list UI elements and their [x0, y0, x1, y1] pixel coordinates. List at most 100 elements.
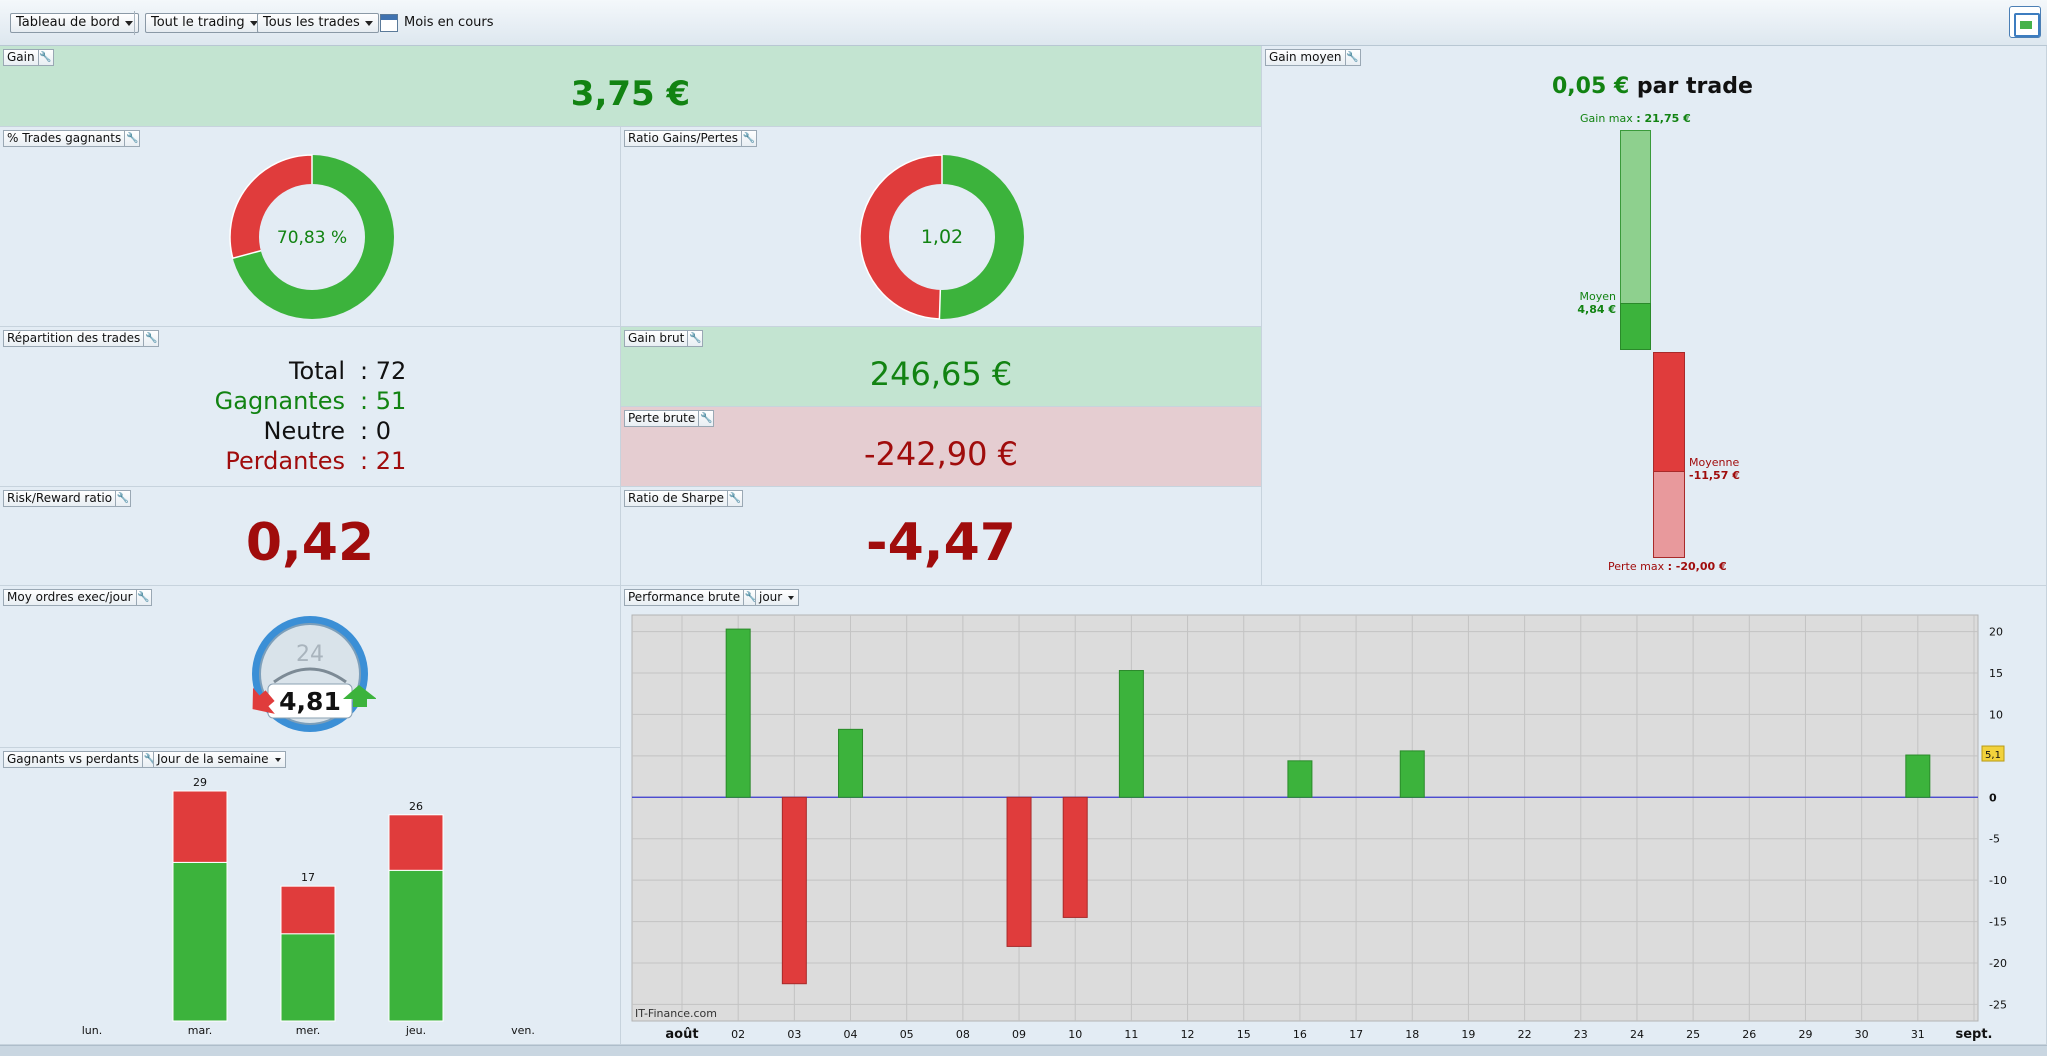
view-dropdown[interactable]: Tableau de bord [10, 13, 139, 33]
wrench-icon[interactable]: 🔧 [142, 752, 157, 767]
risk-reward-panel: Risk/Reward ratio 🔧 0,42 [0, 487, 621, 586]
scope-dropdown[interactable]: Tout le trading [145, 13, 264, 33]
day-tick-label: jeu. [405, 1024, 426, 1037]
win-bar [388, 869, 444, 1022]
total-value: : 72 [360, 357, 407, 385]
view-dropdown-label: Tableau de bord [16, 15, 120, 30]
perf-bar [725, 628, 751, 798]
gain-moyen-panel-title[interactable]: Gain moyen 🔧 [1265, 49, 1361, 66]
x-tick-label: 30 [1855, 1028, 1869, 1041]
perf-brute-chart: 20151050-5-10-15-20-25août02030405080910… [631, 614, 2007, 1042]
down-arrow-icon [252, 687, 275, 714]
x-tick-label: 25 [1686, 1028, 1700, 1041]
sharpe-panel-title[interactable]: Ratio de Sharpe 🔧 [624, 490, 743, 507]
ratio-gp-value: 1,02 [921, 226, 963, 248]
moy-ordres-panel-title[interactable]: Moy ordres exec/jour 🔧 [3, 589, 152, 606]
last-value-marker [1981, 745, 2005, 762]
repartition-panel-title[interactable]: Répartition des trades 🔧 [3, 330, 160, 347]
y-tick-label: -15 [1989, 916, 2007, 929]
perf-brute-panel-title[interactable]: Performance brute 🔧 [624, 589, 760, 606]
repartition-row-gagnantes: Gagnantes [0, 387, 345, 417]
gain-max-value: : 21,75 € [1636, 112, 1691, 125]
donut-hole [889, 184, 995, 290]
win-pct-value: 70,83 % [277, 228, 347, 248]
moyen-label: Moyen 4,84 € [1556, 290, 1616, 316]
perf-bar [1118, 670, 1144, 798]
risk-reward-panel-title[interactable]: Risk/Reward ratio 🔧 [3, 490, 132, 507]
moyenne-label: Moyenne -11,57 € [1689, 456, 1740, 482]
perte-brute-panel-title[interactable]: Perte brute 🔧 [624, 410, 715, 427]
wrench-icon[interactable]: 🔧 [698, 411, 713, 426]
x-tick-label: 18 [1405, 1028, 1419, 1041]
wrench-icon[interactable]: 🔧 [143, 331, 158, 346]
wrench-icon[interactable]: 🔧 [743, 590, 758, 605]
perf-bar [1399, 750, 1425, 798]
gain-moyen-headline: 0,05 € par trade [1552, 74, 1753, 99]
group-by-label: Jour de la semaine [157, 752, 269, 766]
gain-max-label-text: Gain max [1580, 112, 1633, 125]
loss-avg-bar [1653, 352, 1685, 472]
trades-dropdown-label: Tous les trades [263, 15, 360, 30]
ratio-gp-panel-title[interactable]: Ratio Gains/Pertes 🔧 [624, 130, 757, 147]
perte-max-label-text: Perte max [1608, 560, 1665, 573]
risk-reward-value: 0,42 [245, 513, 375, 573]
y-tick-label: 15 [1989, 667, 2003, 680]
day-tick-label: ven. [511, 1024, 535, 1037]
loss-bar [280, 885, 336, 935]
plot-area [631, 614, 1979, 1022]
gain-moyen-title-label: Gain moyen [1269, 50, 1342, 64]
wrench-icon[interactable]: 🔧 [740, 131, 756, 146]
moy-ordres-panel: Moy ordres exec/jour 🔧 24 4,81 [0, 586, 621, 748]
dashboard-config-icon[interactable] [2009, 6, 2041, 38]
wrench-icon[interactable]: 🔧 [687, 331, 702, 346]
status-bar [0, 1045, 2047, 1056]
win-pct-title-label: % Trades gagnants [7, 131, 122, 145]
toolbar: Tableau de bord Tout le trading Tous les… [0, 0, 2047, 46]
clock-hand-icon [273, 667, 347, 684]
trades-dropdown[interactable]: Tous les trades [257, 13, 379, 33]
gagnants-perdants-panel: Gagnants vs perdants 🔧 Jour de la semaine… [0, 748, 621, 1045]
perdantes-value: : 21 [360, 447, 407, 475]
win-bar [172, 861, 228, 1022]
gain-brut-panel-title[interactable]: Gain brut 🔧 [624, 330, 704, 347]
clock-gauge: 24 4,81 [252, 616, 376, 732]
gain-moyen-value: 0,05 € [1552, 74, 1630, 99]
wrench-icon[interactable]: 🔧 [135, 590, 150, 605]
perte-max-value: : -20,00 € [1667, 560, 1727, 573]
up-arrow-icon [343, 685, 376, 707]
bar-total-label: 26 [409, 800, 423, 813]
y-tick-label: -10 [1989, 874, 2007, 887]
x-tick-label: 11 [1124, 1028, 1138, 1041]
perf-bar [1287, 760, 1313, 798]
wrench-icon[interactable]: 🔧 [37, 50, 52, 65]
perte-max-label: Perte max : -20,00 € [1608, 560, 1727, 573]
group-by-dropdown[interactable]: Jour de la semaine [153, 751, 286, 768]
perf-bar [1006, 796, 1032, 947]
repartition-row-total: Total [0, 357, 345, 387]
x-tick-label: 29 [1798, 1028, 1812, 1041]
repartition-panel: Répartition des trades 🔧 Total : 72 Gagna… [0, 327, 621, 487]
wrench-icon[interactable]: 🔧 [124, 131, 139, 146]
day-tick-label: mer. [296, 1024, 321, 1037]
gain-panel-title[interactable]: Gain 🔧 [3, 49, 54, 66]
interval-dropdown[interactable]: jour [755, 589, 800, 606]
win-pct-panel-title[interactable]: % Trades gagnants 🔧 [3, 130, 141, 147]
calendar-icon[interactable] [380, 14, 398, 32]
period-selector[interactable]: Mois en cours [404, 15, 494, 30]
perf-brute-panel: Performance brute🔧 jour 20151050-5-10-15… [621, 586, 2047, 1045]
y-tick-label: 0 [1989, 791, 1997, 804]
x-tick-label: 26 [1742, 1028, 1756, 1041]
chevron-down-icon [249, 21, 258, 26]
gain-title-label: Gain [7, 50, 35, 64]
gain-max-bar [1620, 130, 1651, 306]
perdantes-label: Perdantes [225, 447, 345, 475]
wrench-icon[interactable]: 🔧 [726, 491, 742, 506]
wrench-icon[interactable]: 🔧 [1344, 50, 1359, 65]
perte-brute-title-label: Perte brute [628, 411, 696, 425]
y-tick-label: 20 [1989, 626, 2003, 639]
x-tick-label: 24 [1630, 1028, 1644, 1041]
gain-brut-panel: Gain brut 🔧 246,65 € [621, 327, 1262, 407]
x-tick-label: 23 [1574, 1028, 1588, 1041]
total-label: Total [288, 357, 345, 385]
wrench-icon[interactable]: 🔧 [115, 491, 130, 506]
